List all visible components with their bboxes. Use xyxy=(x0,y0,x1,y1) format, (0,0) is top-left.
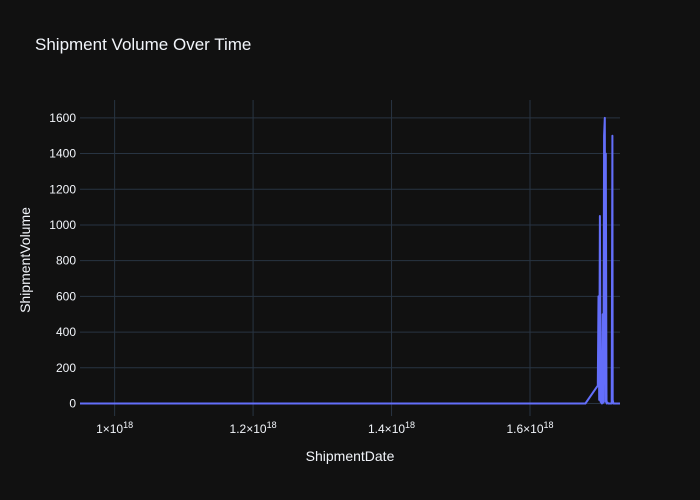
y-tick-label: 1200 xyxy=(49,182,76,196)
y-tick-label: 600 xyxy=(56,289,76,303)
x-axis-title: ShipmentDate xyxy=(306,448,395,464)
y-tick-label: 1000 xyxy=(49,218,76,232)
x-axis-ticks: 1×1018 1.2×1018 1.4×1018 1.6×1018 xyxy=(96,420,553,436)
y-tick-label: 800 xyxy=(56,254,76,268)
y-tick-label: 200 xyxy=(56,361,76,375)
x-tick-label: 1.6×1018 xyxy=(506,420,553,436)
y-tick-label: 1600 xyxy=(49,111,76,125)
x-tick-label: 1×1018 xyxy=(96,420,133,436)
chart-title: Shipment Volume Over Time xyxy=(35,35,251,54)
x-tick-label: 1.2×1018 xyxy=(230,420,277,436)
x-tick-label: 1.4×1018 xyxy=(368,420,415,436)
grid-lines xyxy=(80,100,620,416)
y-axis-title: ShipmentVolume xyxy=(17,207,33,313)
y-axis-ticks: 0 200 400 600 800 1000 1200 1400 1600 xyxy=(49,111,76,411)
y-tick-label: 0 xyxy=(69,397,76,411)
y-tick-label: 1400 xyxy=(49,147,76,161)
y-tick-label: 400 xyxy=(56,325,76,339)
